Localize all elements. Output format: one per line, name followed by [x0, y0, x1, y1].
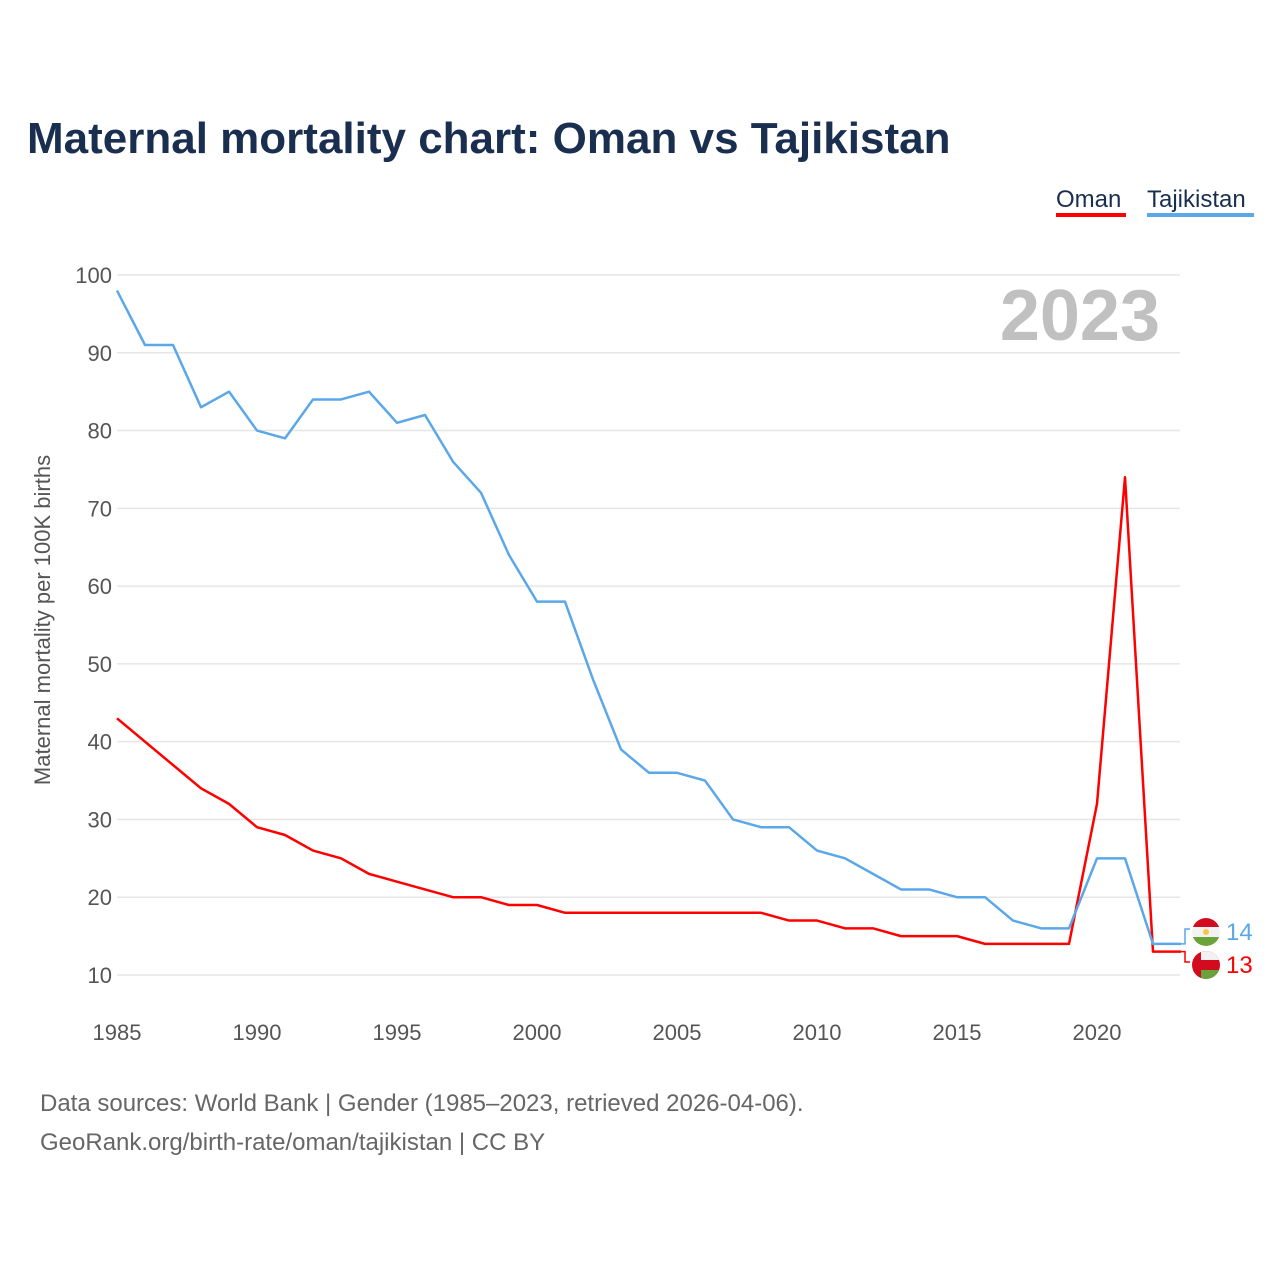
year-label: 2023: [1000, 276, 1160, 356]
x-tick-label: 2020: [1073, 1020, 1122, 1045]
y-tick-label: 30: [88, 807, 112, 832]
footer-link[interactable]: GeoRank.org/birth-rate/oman/tajikistan |…: [40, 1129, 545, 1156]
y-axis-label: Maternal mortality per 100K births: [30, 455, 55, 785]
x-tick-label: 1990: [233, 1020, 282, 1045]
y-tick-label: 80: [88, 419, 112, 444]
x-tick-label: 2010: [793, 1020, 842, 1045]
x-tick-label: 2015: [933, 1020, 982, 1045]
y-tick-label: 10: [88, 963, 112, 988]
y-tick-label: 70: [88, 496, 112, 521]
y-tick-label: 20: [88, 885, 112, 910]
legend-item-tajikistan[interactable]: Tajikistan: [1147, 186, 1246, 213]
x-tick-label: 1995: [373, 1020, 422, 1045]
grid: 10 20 30 40 50 60 70 80 90 100 1985 1990 1995 2000 200…: [75, 263, 1180, 1045]
lines: [115, 289, 1181, 953]
end-connector: [1181, 928, 1190, 945]
oman-flag-icon: [1192, 951, 1220, 979]
legend: Oman Tajikistan: [1056, 186, 1254, 217]
x-tick-label: 1985: [93, 1020, 142, 1045]
y-tick-label: 40: [88, 730, 112, 755]
footer-sources: Data sources: World Bank | Gender (1985–…: [40, 1090, 804, 1117]
y-tick-label: 100: [75, 263, 112, 288]
legend-item-oman[interactable]: Oman: [1056, 186, 1121, 213]
legend-swatch: [1147, 213, 1254, 217]
series-line-oman: [116, 475, 1181, 953]
end-value-label-oman: 13: [1226, 952, 1253, 979]
end-value-label-tajikistan: 14: [1226, 919, 1253, 946]
chart-title: Maternal mortality chart: Oman vs Tajiki…: [27, 114, 950, 163]
x-tick-label: 2000: [513, 1020, 562, 1045]
series-line-tajikistan: [115, 289, 1181, 946]
y-tick-label: 50: [88, 652, 112, 677]
x-tick-label: 2005: [653, 1020, 702, 1045]
legend-swatch: [1056, 213, 1126, 217]
y-tick-label: 90: [88, 341, 112, 366]
tajikistan-flag-icon: [1192, 918, 1220, 946]
y-tick-label: 60: [88, 574, 112, 599]
end-connector: [1181, 950, 1190, 963]
